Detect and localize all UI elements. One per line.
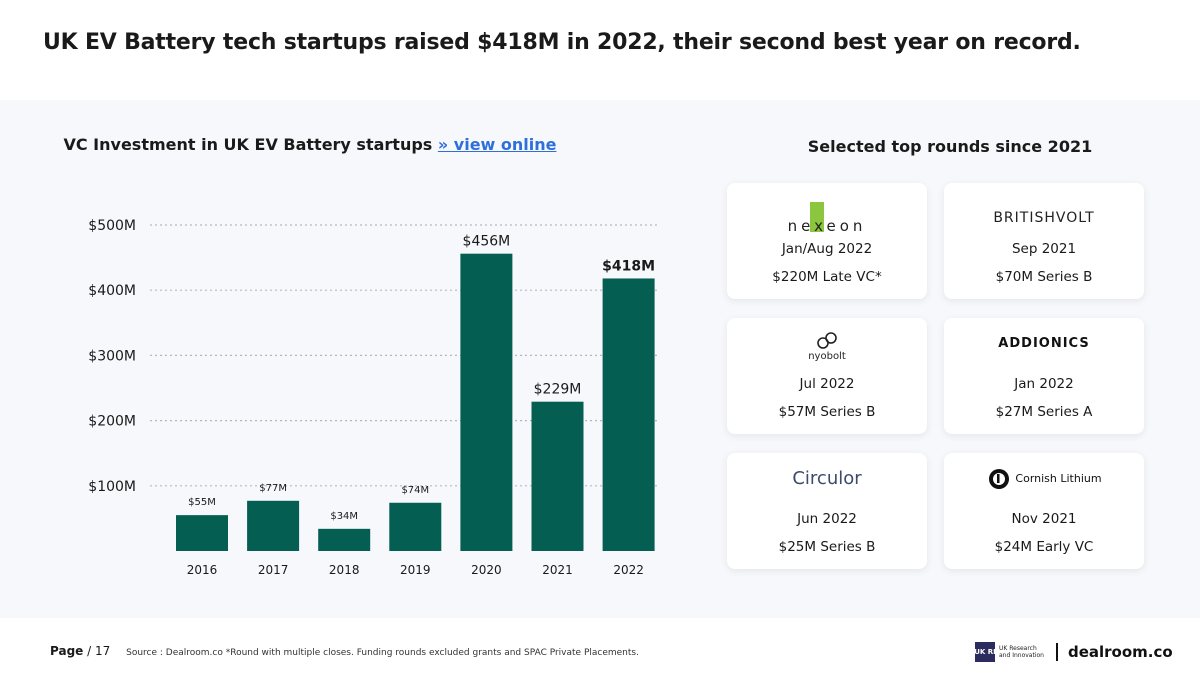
circulor-logo: Circulor <box>727 461 927 495</box>
circulor-logo-text: Circulor <box>792 467 862 489</box>
round-card-nexeon[interactable]: nexeon Jan/Aug 2022 $220M Late VC* <box>727 183 927 299</box>
round-amount: $57M Series B <box>778 404 876 420</box>
x-tick-label: 2021 <box>542 563 573 577</box>
addionics-logo-text: ADDIONICS <box>998 335 1090 351</box>
nexeon-logo: nexeon <box>727 201 927 235</box>
brand-separator <box>1055 643 1058 661</box>
round-date: Jul 2022 <box>799 376 855 392</box>
round-date: Jan 2022 <box>1014 376 1074 392</box>
y-tick-label: $400M <box>88 283 136 299</box>
round-date: Jan/Aug 2022 <box>781 241 873 257</box>
bar <box>318 528 371 551</box>
nyobolt-logo-text: nyobolt <box>808 350 846 362</box>
bar-value-label: $77M <box>259 483 287 494</box>
britishvolt-logo: BRITISHVOLT <box>944 201 1144 235</box>
dealroom-logo: dealroom.co <box>1067 643 1173 661</box>
bar-value-label: $456M <box>463 234 511 250</box>
ukri-logo: UK RI <box>974 642 996 662</box>
britishvolt-logo-text: BRITISHVOLT <box>993 210 1095 226</box>
round-amount: $25M Series B <box>778 539 876 555</box>
round-amount: $220M Late VC* <box>772 269 882 285</box>
footer: Page / 17 Source : Dealroom.co *Round wi… <box>50 644 639 658</box>
bar <box>247 500 300 551</box>
bar-value-label: $229M <box>534 382 582 398</box>
cornish-lithium-logo: Cornish Lithium <box>944 461 1144 495</box>
round-date: Nov 2021 <box>1011 511 1077 527</box>
chart-heading: VC Investment in UK EV Battery startups … <box>0 135 620 154</box>
bar-value-label: $418M <box>602 258 655 274</box>
x-tick-label: 2022 <box>613 563 644 577</box>
chart-heading-text: VC Investment in UK EV Battery startups <box>63 135 438 154</box>
x-tick-label: 2018 <box>329 563 360 577</box>
bar <box>389 502 442 551</box>
brand-logos: UK RI UK Research and Innovation dealroo… <box>974 642 1173 662</box>
ukri-text-line-2: and Innovation <box>999 652 1044 659</box>
round-card-circulor[interactable]: Circulor Jun 2022 $25M Series B <box>727 453 927 569</box>
round-card-nyobolt[interactable]: nyobolt Jul 2022 $57M Series B <box>727 318 927 434</box>
bar <box>176 515 228 551</box>
x-tick-label: 2019 <box>400 563 431 577</box>
round-card-britishvolt[interactable]: BRITISHVOLT Sep 2021 $70M Series B <box>944 183 1144 299</box>
page-label: Page <box>50 644 84 658</box>
bar <box>460 253 513 552</box>
ukri-text-line-1: UK Research <box>999 645 1037 652</box>
bar-value-label: $74M <box>401 485 429 496</box>
bar-value-label: $34M <box>330 511 358 522</box>
bar-chart: $100M $200M $300M $400M $500M $55M 2016 $77M 201… <box>88 218 658 577</box>
x-tick-label: 2017 <box>258 563 289 577</box>
cornish-lithium-logo-text: Cornish Lithium <box>1015 471 1102 485</box>
round-date: Sep 2021 <box>1011 241 1077 257</box>
ukri-text: UK Research and Innovation <box>999 645 1044 659</box>
round-amount: $24M Early VC <box>994 539 1094 555</box>
round-amount: $27M Series A <box>995 404 1093 420</box>
y-tick-label: $100M <box>88 479 136 495</box>
nexeon-logo-text: nexeon <box>788 217 867 235</box>
x-tick-label: 2020 <box>471 563 502 577</box>
nyobolt-logo: nyobolt <box>727 326 927 366</box>
page-title: UK EV Battery tech startups raised $418M… <box>43 30 1081 55</box>
addionics-logo: ADDIONICS <box>944 326 1144 360</box>
y-tick-label: $500M <box>88 218 136 234</box>
cornish-lithium-icon <box>989 469 1010 489</box>
round-amount: $70M Series B <box>995 269 1093 285</box>
nyobolt-icon <box>817 331 837 349</box>
bar <box>602 278 655 551</box>
round-date: Jun 2022 <box>797 511 857 527</box>
rounds-title: Selected top rounds since 2021 <box>807 137 1093 156</box>
source-note: Source : Dealroom.co *Round with multipl… <box>126 648 639 658</box>
x-tick-label: 2016 <box>187 563 218 577</box>
view-online-link[interactable]: » view online <box>437 135 557 154</box>
y-tick-label: $300M <box>88 348 136 364</box>
round-card-addionics[interactable]: ADDIONICS Jan 2022 $27M Series A <box>944 318 1144 434</box>
bar <box>531 401 584 551</box>
bar-value-label: $55M <box>188 497 216 508</box>
round-card-cornish-lithium[interactable]: Cornish Lithium Nov 2021 $24M Early VC <box>944 453 1144 569</box>
y-tick-label: $200M <box>88 414 136 430</box>
page-number: / 17 <box>87 644 111 658</box>
